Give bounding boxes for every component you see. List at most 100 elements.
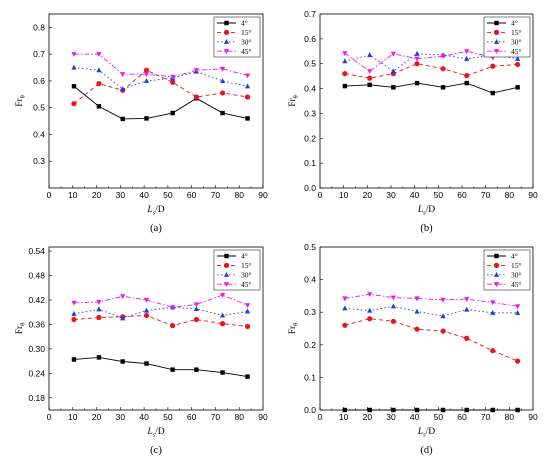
data-point-a-3-0 [71,52,77,58]
data-point-b-0-7 [515,85,520,90]
data-point-c-3-0 [71,300,77,306]
data-point-a-3-1 [96,52,102,58]
series-d-0 [342,407,520,413]
series-line-b-0 [344,82,518,94]
x-tick-label-c: 50 [163,412,173,422]
y-axis-title-b: Frθ [288,95,300,107]
y-tick-label-c: 0.24 [28,368,45,378]
y-tick-label-b: 0.3 [304,108,316,118]
data-point-b-1-5 [464,73,470,79]
data-point-c-0-5 [194,367,199,372]
y-tick-label-d: 0.3 [304,307,316,317]
legend-label-c-0: 4° [241,252,248,261]
series-c-3 [71,293,251,311]
data-point-c-2-1 [96,306,102,312]
data-point-a-2-6 [219,78,226,84]
data-point-a-3-4 [170,74,176,80]
y-tick-label-b: 0.4 [304,84,316,94]
data-point-a-1-0 [71,101,77,107]
data-point-b-2-1 [367,52,373,58]
legend-marker-d-2 [493,271,500,277]
x-tick-label-a: 30 [116,190,126,200]
series-d-1 [342,316,521,364]
data-point-a-2-2 [120,86,126,92]
legend-label-a-1: 15° [241,28,252,37]
legend-label-c-2: 30° [241,270,252,279]
data-point-d-3-3 [414,296,420,302]
series-line-d-2 [344,305,518,317]
data-point-c-3-4 [170,305,176,311]
data-point-a-2-3 [143,78,150,84]
panel-label-d: (d) [420,445,433,456]
data-point-d-3-0 [342,296,348,302]
data-point-c-0-7 [245,374,250,379]
data-point-c-2-6 [219,312,226,318]
data-point-c-0-4 [170,367,175,372]
x-tick-label-c: 70 [211,412,221,422]
legend-label-b-1: 15° [511,28,522,37]
data-point-c-2-0 [71,310,77,316]
y-tick-label-b: 0.0 [304,183,316,193]
y-tick-label-c: 0.54 [28,246,45,256]
x-tick-label-a: 60 [187,190,197,200]
series-a-0 [71,84,250,122]
series-b-1 [342,61,521,81]
legend-label-b-2: 30° [511,37,522,46]
chart-panel-d: 0 10 20 30 40 50 60 70 80 90 0.0 0.1 0.2 0.3 0.4 0.5 Ls/… [288,242,538,456]
data-point-b-2-5 [464,55,470,61]
data-point-d-1-2 [390,318,396,324]
y-tick-label-a: 0.6 [33,76,45,86]
data-point-d-0-3 [414,407,420,413]
data-point-a-3-3 [143,72,150,78]
series-c-0 [71,355,250,379]
data-point-a-3-2 [120,72,126,78]
data-point-c-0-2 [120,359,125,364]
legend-label-a-3: 45° [241,47,252,56]
data-point-d-1-1 [367,316,373,322]
data-point-d-2-3 [414,308,420,314]
data-point-a-1-6 [219,90,226,96]
data-point-b-3-1 [367,69,373,75]
x-tick-label-d: 20 [363,412,373,422]
data-point-b-0-1 [367,82,372,88]
data-point-c-0-6 [220,370,225,375]
data-point-c-0-3 [144,361,149,366]
data-point-b-0-2 [391,85,396,90]
legend-label-a-2: 30° [241,37,252,46]
series-line-d-1 [344,318,518,362]
legend-marker-b-2 [493,38,500,44]
data-point-b-2-7 [515,55,521,61]
data-point-c-1-1 [96,314,102,321]
x-axis-title-d: Ls/D [417,427,435,439]
data-point-d-2-4 [440,313,446,319]
panel-label-a: (a) [150,223,162,234]
data-point-a-0-7 [245,116,250,121]
x-tick-label-c: 0 [47,412,52,422]
data-point-b-1-1 [367,75,373,81]
data-point-d-2-7 [515,309,521,315]
data-point-b-3-3 [414,56,420,62]
data-point-c-1-6 [219,321,226,327]
data-point-a-0-0 [71,84,77,89]
data-point-c-1-5 [193,316,200,323]
series-line-b-1 [344,63,518,79]
series-line-a-0 [73,85,248,120]
data-point-a-2-1 [96,67,102,73]
data-point-a-1-1 [96,81,102,87]
y-tick-label-c: 0.48 [28,271,45,281]
x-axis-title-b: Ls/D [417,205,435,217]
legend-label-b-3: 45° [511,47,522,56]
data-point-b-1-4 [440,66,446,72]
series-c-1 [71,312,251,330]
data-point-d-2-0 [342,305,348,311]
data-point-c-1-0 [71,316,77,323]
series-b-0 [342,80,520,96]
data-point-d-1-6 [490,348,496,354]
x-tick-label-a: 80 [234,190,244,200]
data-point-d-3-7 [515,304,521,310]
y-tick-label-c: 0.30 [28,344,45,354]
data-point-c-3-1 [96,299,102,305]
legend-marker-d-1 [493,262,500,268]
x-tick-label-b: 0 [318,190,323,200]
series-a-3 [71,52,251,80]
